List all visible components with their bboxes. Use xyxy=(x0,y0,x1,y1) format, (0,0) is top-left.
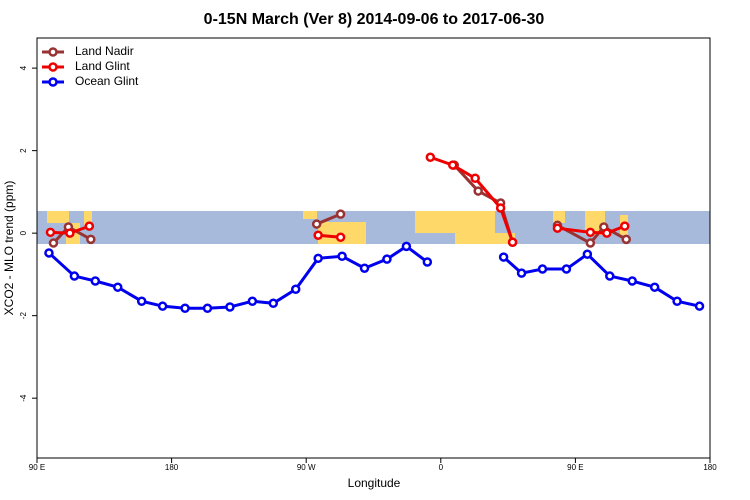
point xyxy=(45,227,56,238)
point xyxy=(672,296,682,306)
series-line xyxy=(47,244,700,310)
point xyxy=(422,257,433,267)
y-tick-label: 2 xyxy=(19,148,28,153)
chart-title: 0-15N March (Ver 8) 2014-09-06 to 2017-0… xyxy=(204,11,545,28)
point xyxy=(585,227,596,238)
point xyxy=(470,173,480,184)
legend-label: Land Glint xyxy=(75,59,130,73)
point xyxy=(627,276,637,286)
point xyxy=(359,263,370,273)
point xyxy=(335,232,346,243)
point xyxy=(313,230,323,240)
point xyxy=(537,264,548,274)
point xyxy=(225,302,235,312)
legend-marker xyxy=(48,47,58,57)
point xyxy=(337,251,347,262)
point xyxy=(65,228,75,238)
x-tick-label: 90 W xyxy=(297,463,316,472)
point xyxy=(202,303,213,313)
plot-frame xyxy=(36,37,711,459)
point xyxy=(247,296,258,306)
point xyxy=(290,284,301,295)
point xyxy=(335,209,346,219)
y-axis-label: XCO2 - MLO trend (ppm) xyxy=(2,181,16,316)
point xyxy=(448,160,458,170)
point xyxy=(473,186,483,196)
point xyxy=(401,241,412,252)
point xyxy=(621,234,631,245)
y-tick-label: 0 xyxy=(19,230,28,235)
legend-label: Ocean Glint xyxy=(75,74,139,88)
point xyxy=(157,301,168,311)
point xyxy=(602,228,612,238)
point xyxy=(311,219,322,229)
point xyxy=(516,268,527,278)
legend-marker xyxy=(48,77,58,87)
point xyxy=(113,282,123,292)
point xyxy=(425,152,436,162)
x-axis-label: Longitude xyxy=(348,476,401,490)
y-tick-label: -2 xyxy=(19,312,28,320)
point xyxy=(552,223,563,233)
point xyxy=(585,238,596,248)
point xyxy=(268,298,279,309)
point xyxy=(69,271,80,281)
map-band xyxy=(37,211,710,244)
y-tick-label: -4 xyxy=(19,394,28,402)
point xyxy=(498,252,509,262)
point xyxy=(136,296,147,306)
point xyxy=(86,234,96,245)
point xyxy=(582,249,593,259)
x-tick-label: 90 E xyxy=(29,463,45,472)
point xyxy=(605,271,615,281)
legend-marker xyxy=(48,62,58,72)
legend-label: Land Nadir xyxy=(75,44,134,58)
y-tick-label: 4 xyxy=(19,65,28,70)
point xyxy=(90,276,101,286)
point xyxy=(620,221,630,231)
point xyxy=(495,203,506,213)
point xyxy=(382,254,392,264)
point xyxy=(694,301,705,311)
point xyxy=(313,253,323,264)
x-tick-label: 180 xyxy=(703,463,717,472)
point xyxy=(84,221,95,231)
x-tick-label: 180 xyxy=(165,463,179,472)
point xyxy=(48,238,59,248)
point xyxy=(561,264,572,274)
point xyxy=(649,282,660,292)
x-tick-label: 0 xyxy=(439,463,444,472)
x-tick-label: 90 E xyxy=(567,463,583,472)
point xyxy=(44,248,54,258)
point xyxy=(180,303,190,313)
point xyxy=(507,237,518,247)
